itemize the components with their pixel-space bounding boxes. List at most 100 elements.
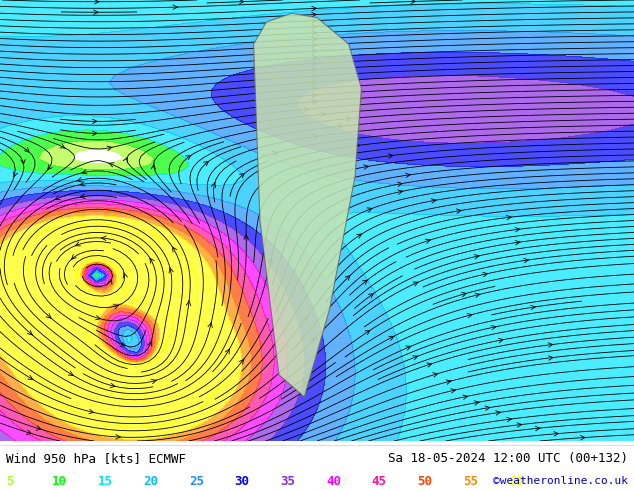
FancyArrowPatch shape bbox=[406, 173, 410, 177]
Text: 55: 55 bbox=[463, 475, 478, 488]
FancyArrowPatch shape bbox=[312, 12, 316, 17]
FancyArrowPatch shape bbox=[515, 227, 520, 232]
FancyArrowPatch shape bbox=[425, 239, 430, 244]
FancyArrowPatch shape bbox=[312, 43, 316, 48]
FancyArrowPatch shape bbox=[346, 117, 351, 121]
FancyArrowPatch shape bbox=[48, 165, 52, 170]
FancyArrowPatch shape bbox=[13, 172, 18, 177]
FancyArrowPatch shape bbox=[312, 6, 316, 11]
FancyArrowPatch shape bbox=[94, 0, 99, 4]
FancyArrowPatch shape bbox=[354, 144, 359, 148]
FancyArrowPatch shape bbox=[312, 68, 316, 72]
FancyArrowPatch shape bbox=[123, 272, 127, 278]
FancyArrowPatch shape bbox=[312, 24, 316, 29]
FancyArrowPatch shape bbox=[75, 242, 81, 246]
FancyArrowPatch shape bbox=[312, 61, 316, 66]
FancyArrowPatch shape bbox=[467, 314, 472, 318]
FancyArrowPatch shape bbox=[152, 380, 156, 384]
FancyArrowPatch shape bbox=[93, 119, 97, 123]
FancyArrowPatch shape bbox=[108, 163, 114, 167]
FancyArrowPatch shape bbox=[25, 147, 29, 152]
FancyArrowPatch shape bbox=[406, 346, 411, 350]
FancyArrowPatch shape bbox=[110, 383, 115, 388]
FancyArrowPatch shape bbox=[172, 246, 177, 252]
FancyArrowPatch shape bbox=[169, 268, 173, 273]
FancyArrowPatch shape bbox=[398, 190, 403, 195]
FancyArrowPatch shape bbox=[81, 194, 85, 198]
FancyArrowPatch shape bbox=[431, 199, 436, 203]
FancyArrowPatch shape bbox=[312, 74, 316, 78]
FancyArrowPatch shape bbox=[304, 107, 308, 112]
Text: 30: 30 bbox=[235, 475, 250, 488]
FancyArrowPatch shape bbox=[173, 5, 178, 9]
FancyArrowPatch shape bbox=[463, 395, 467, 399]
FancyArrowPatch shape bbox=[451, 389, 456, 393]
FancyArrowPatch shape bbox=[496, 411, 500, 415]
Text: ©weatheronline.co.uk: ©weatheronline.co.uk bbox=[493, 476, 628, 486]
FancyArrowPatch shape bbox=[120, 342, 126, 346]
FancyArrowPatch shape bbox=[55, 196, 60, 200]
FancyArrowPatch shape bbox=[456, 209, 461, 213]
FancyArrowPatch shape bbox=[312, 37, 316, 41]
FancyArrowPatch shape bbox=[313, 135, 318, 139]
FancyArrowPatch shape bbox=[462, 293, 467, 296]
FancyArrowPatch shape bbox=[151, 164, 155, 170]
FancyArrowPatch shape bbox=[312, 93, 316, 98]
FancyArrowPatch shape bbox=[239, 0, 244, 4]
FancyArrowPatch shape bbox=[28, 375, 33, 380]
FancyArrowPatch shape bbox=[312, 19, 316, 23]
FancyArrowPatch shape bbox=[531, 305, 535, 310]
FancyArrowPatch shape bbox=[89, 409, 94, 414]
FancyArrowPatch shape bbox=[302, 317, 307, 322]
Text: 25: 25 bbox=[189, 475, 204, 488]
FancyArrowPatch shape bbox=[312, 55, 316, 60]
FancyArrowPatch shape bbox=[433, 373, 438, 377]
FancyArrowPatch shape bbox=[46, 314, 51, 318]
FancyArrowPatch shape bbox=[268, 258, 273, 264]
FancyArrowPatch shape bbox=[27, 330, 32, 335]
FancyArrowPatch shape bbox=[303, 382, 308, 386]
FancyArrowPatch shape bbox=[368, 294, 373, 298]
FancyArrowPatch shape bbox=[148, 341, 152, 346]
FancyArrowPatch shape bbox=[208, 322, 212, 328]
FancyArrowPatch shape bbox=[357, 234, 362, 238]
FancyArrowPatch shape bbox=[474, 255, 479, 259]
FancyArrowPatch shape bbox=[204, 161, 209, 166]
FancyArrowPatch shape bbox=[60, 144, 65, 148]
FancyArrowPatch shape bbox=[363, 280, 368, 284]
FancyArrowPatch shape bbox=[345, 275, 350, 280]
FancyArrowPatch shape bbox=[337, 124, 342, 129]
FancyArrowPatch shape bbox=[244, 234, 249, 239]
FancyArrowPatch shape bbox=[96, 316, 100, 320]
FancyArrowPatch shape bbox=[115, 435, 120, 439]
FancyArrowPatch shape bbox=[474, 401, 479, 405]
FancyArrowPatch shape bbox=[71, 254, 76, 260]
FancyArrowPatch shape bbox=[240, 173, 245, 178]
FancyArrowPatch shape bbox=[485, 406, 490, 411]
Text: 45: 45 bbox=[372, 475, 387, 488]
Text: 5: 5 bbox=[6, 475, 14, 488]
FancyArrowPatch shape bbox=[123, 158, 127, 163]
FancyArrowPatch shape bbox=[312, 80, 316, 85]
FancyArrowPatch shape bbox=[535, 426, 540, 431]
FancyArrowPatch shape bbox=[94, 10, 98, 15]
FancyArrowPatch shape bbox=[93, 131, 97, 136]
FancyArrowPatch shape bbox=[36, 426, 41, 430]
FancyArrowPatch shape bbox=[548, 356, 553, 360]
FancyArrowPatch shape bbox=[365, 330, 370, 335]
FancyArrowPatch shape bbox=[21, 159, 25, 165]
Text: Sa 18-05-2024 12:00 UTC (00+132): Sa 18-05-2024 12:00 UTC (00+132) bbox=[387, 452, 628, 465]
FancyArrowPatch shape bbox=[411, 0, 415, 4]
FancyArrowPatch shape bbox=[321, 112, 325, 117]
FancyArrowPatch shape bbox=[515, 241, 520, 245]
Text: 40: 40 bbox=[326, 475, 341, 488]
FancyArrowPatch shape bbox=[77, 177, 82, 182]
FancyArrowPatch shape bbox=[82, 170, 87, 174]
FancyArrowPatch shape bbox=[475, 293, 480, 297]
FancyArrowPatch shape bbox=[27, 430, 32, 435]
FancyArrowPatch shape bbox=[427, 363, 432, 367]
FancyArrowPatch shape bbox=[273, 151, 278, 156]
Text: 35: 35 bbox=[280, 475, 295, 488]
FancyArrowPatch shape bbox=[554, 432, 559, 436]
FancyArrowPatch shape bbox=[517, 423, 522, 427]
